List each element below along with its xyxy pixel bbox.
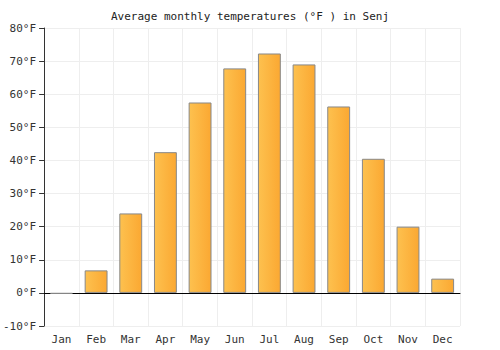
svg-text:20°F: 20°F [10, 220, 37, 233]
svg-text:10°F: 10°F [10, 253, 37, 266]
svg-text:Nov: Nov [398, 333, 418, 346]
svg-text:Mar: Mar [121, 333, 141, 346]
svg-text:60°F: 60°F [10, 88, 37, 101]
svg-text:0°F: 0°F [16, 286, 36, 299]
svg-text:Aug: Aug [294, 333, 314, 346]
svg-text:Jun: Jun [225, 333, 245, 346]
svg-text:Dec: Dec [433, 333, 453, 346]
svg-text:Feb: Feb [86, 333, 106, 346]
svg-text:80°F: 80°F [10, 22, 37, 35]
svg-text:Jan: Jan [52, 333, 72, 346]
svg-text:Oct: Oct [363, 333, 383, 346]
svg-text:Sep: Sep [329, 333, 349, 346]
svg-text:40°F: 40°F [10, 154, 37, 167]
svg-text:May: May [190, 333, 210, 346]
svg-text:70°F: 70°F [10, 55, 37, 68]
svg-text:-10°F: -10°F [3, 320, 36, 333]
svg-text:Average monthly temperatures (: Average monthly temperatures (°F ) in Se… [111, 10, 389, 23]
svg-text:Jul: Jul [259, 333, 279, 346]
svg-text:30°F: 30°F [10, 187, 37, 200]
svg-text:Apr: Apr [155, 333, 175, 346]
svg-text:50°F: 50°F [10, 121, 37, 134]
